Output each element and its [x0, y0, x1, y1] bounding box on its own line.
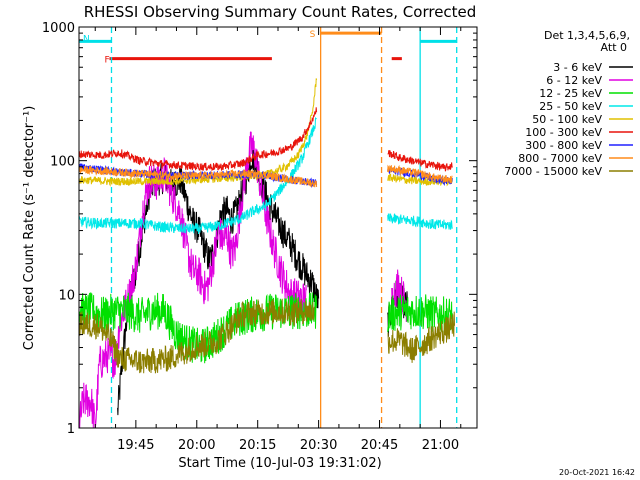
x-tick-label: 20:45: [361, 438, 398, 453]
legend-header-attenuator: Att 0: [601, 41, 627, 54]
legend-label: 12 - 25 keV: [539, 87, 602, 100]
legend-label: 25 - 50 keV: [539, 100, 602, 113]
x-tick-label: 21:00: [422, 438, 459, 453]
legend-label: 7000 - 15000 keV: [504, 165, 602, 178]
series-800-7000-kev: [78, 165, 318, 188]
legend-label: 100 - 300 keV: [525, 126, 602, 139]
legend-header-detectors: Det 1,3,4,5,6,9,: [544, 29, 630, 42]
y-tick-label: 1000: [42, 21, 75, 36]
series-12-25-kev: [387, 294, 453, 334]
flags-layer: N F S: [79, 30, 457, 66]
legend-label: 6 - 12 keV: [546, 74, 602, 87]
flag-letter-f: F: [104, 56, 109, 66]
render-timestamp: 20-Oct-2021 16:42: [559, 468, 635, 477]
series-layer: [78, 78, 455, 429]
x-tick-label: 20:00: [178, 438, 215, 453]
legend-label: 800 - 7000 keV: [518, 152, 602, 165]
y-axis-ticks: 1 10 100 1000: [42, 21, 477, 437]
series-7000-15000-kev: [78, 298, 315, 374]
series-50-100-kev: [78, 78, 318, 187]
series-800-7000-kev: [387, 164, 453, 184]
x-tick-label: 19:45: [117, 438, 154, 453]
x-tick-label: 20:15: [239, 438, 276, 453]
series-100-300-kev: [387, 150, 453, 172]
series-25-50-kev: [78, 116, 317, 235]
y-axis-label: Corrected Count Rate (s⁻¹ detector⁻¹): [22, 106, 37, 351]
series-12-25-kev: [78, 292, 318, 364]
series-25-50-kev: [387, 213, 453, 230]
y-tick-label: 10: [58, 288, 75, 303]
legend-label: 50 - 100 keV: [532, 113, 602, 126]
series-7000-15000-kev: [387, 311, 455, 363]
x-axis-ticks: 19:45 20:00 20:15 20:30 20:45 21:00: [94, 27, 462, 453]
chart-title: RHESSI Observing Summary Count Rates, Co…: [84, 3, 477, 21]
x-tick-label: 20:30: [300, 438, 337, 453]
y-tick-label: 1: [67, 422, 75, 437]
legend-label: 300 - 800 keV: [525, 139, 602, 152]
y-tick-label: 100: [50, 155, 75, 170]
x-axis-label: Start Time (10-Jul-03 19:31:02): [178, 456, 381, 471]
series-100-300-kev: [78, 107, 318, 172]
flag-letter-s: S: [310, 30, 316, 40]
legend-label: 3 - 6 keV: [553, 61, 602, 74]
plot-area: N F S: [78, 27, 458, 429]
flag-letter-n: N: [83, 34, 90, 44]
